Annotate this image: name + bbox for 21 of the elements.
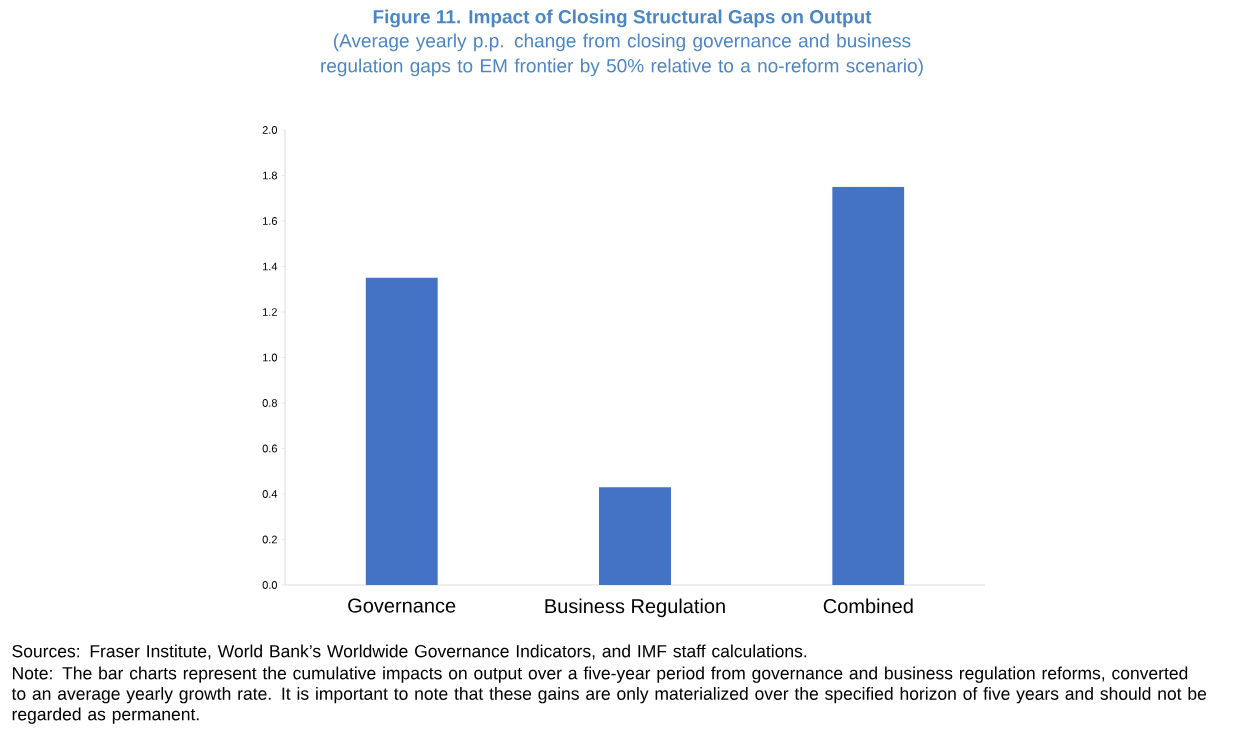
x-tick-label: Business Regulation (545, 598, 725, 618)
y-tick-label: 0.6 (262, 444, 277, 453)
y-tick-label: 1.4 (263, 262, 278, 271)
text: Note: The bar charts represent the cumulative impacts on output over a five-year period from governance and business regulation reforms, converted to an average yearly growth rate. It is important to note that these gains are only materialized over the specified horizon of five years and should not be regarded as permanent. (11, 666, 1207, 724)
y-tick-label: 0.8 (262, 399, 277, 407)
chart-subtitle: (Average yearly p.p. change from closing governance and business regulation gaps to EM frontier by 50% relative to a no-reform scenario) (321, 33, 923, 77)
y-tick-label: 0.2 (262, 535, 277, 544)
bar (832, 186, 905, 585)
source-note: Sources: Fraser Institute, World Bank’s Worldwide Governance Indicators, and IMF staff calculations. (12, 644, 807, 660)
bar (365, 277, 438, 585)
y-tick-label: 2.0 (262, 126, 278, 134)
y-tick-label: 1.6 (263, 217, 277, 225)
chart-title: Figure 11. Impact of Closing Structural Gaps on Output (373, 9, 872, 28)
x-tick-label: Combined (823, 598, 913, 614)
bar (599, 487, 672, 585)
y-tick-label: 1.0 (263, 353, 278, 362)
y-tick-label: 1.8 (263, 171, 277, 180)
x-tick-label: Governance (348, 598, 456, 613)
y-tick-label: 0.0 (262, 581, 278, 589)
y-tick-label: 0.4 (262, 490, 278, 498)
y-tick-label: 1.2 (263, 308, 277, 316)
